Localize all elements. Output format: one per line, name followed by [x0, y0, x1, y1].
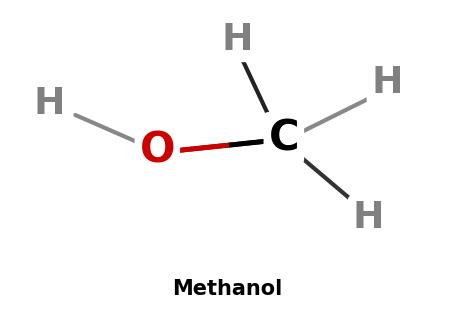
Text: H: H	[34, 86, 65, 122]
Text: C: C	[269, 117, 299, 159]
Text: H: H	[352, 200, 384, 236]
Text: H: H	[371, 65, 402, 101]
Text: H: H	[221, 22, 253, 58]
Text: Methanol: Methanol	[173, 279, 283, 299]
Text: O: O	[140, 129, 175, 171]
